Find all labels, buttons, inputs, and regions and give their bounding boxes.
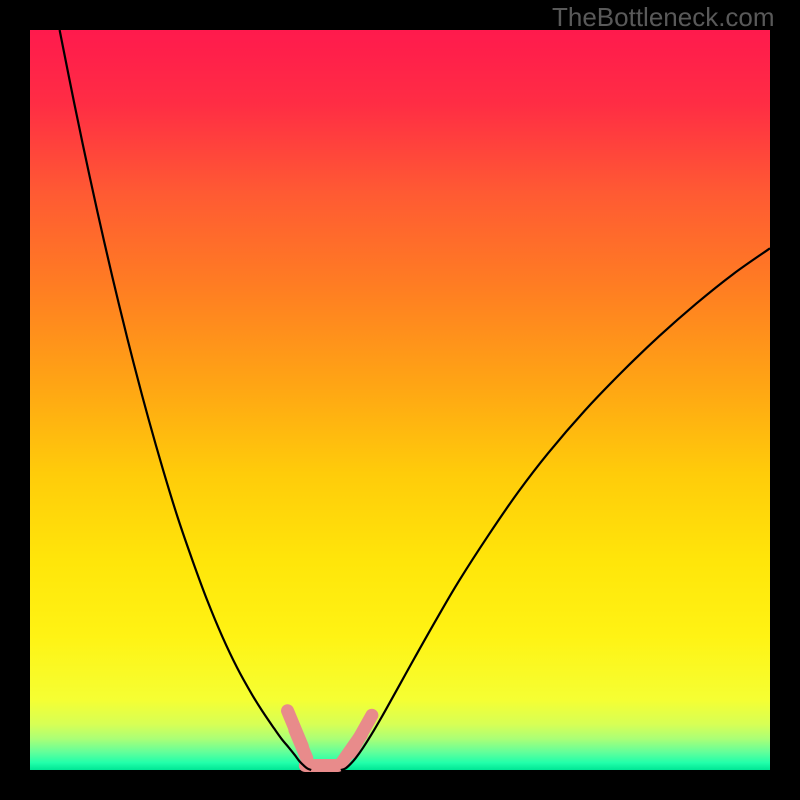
gradient-background [30,30,770,770]
watermark-text: TheBottleneck.com [552,2,775,33]
plot-area [30,30,770,770]
chart-svg [30,30,770,770]
